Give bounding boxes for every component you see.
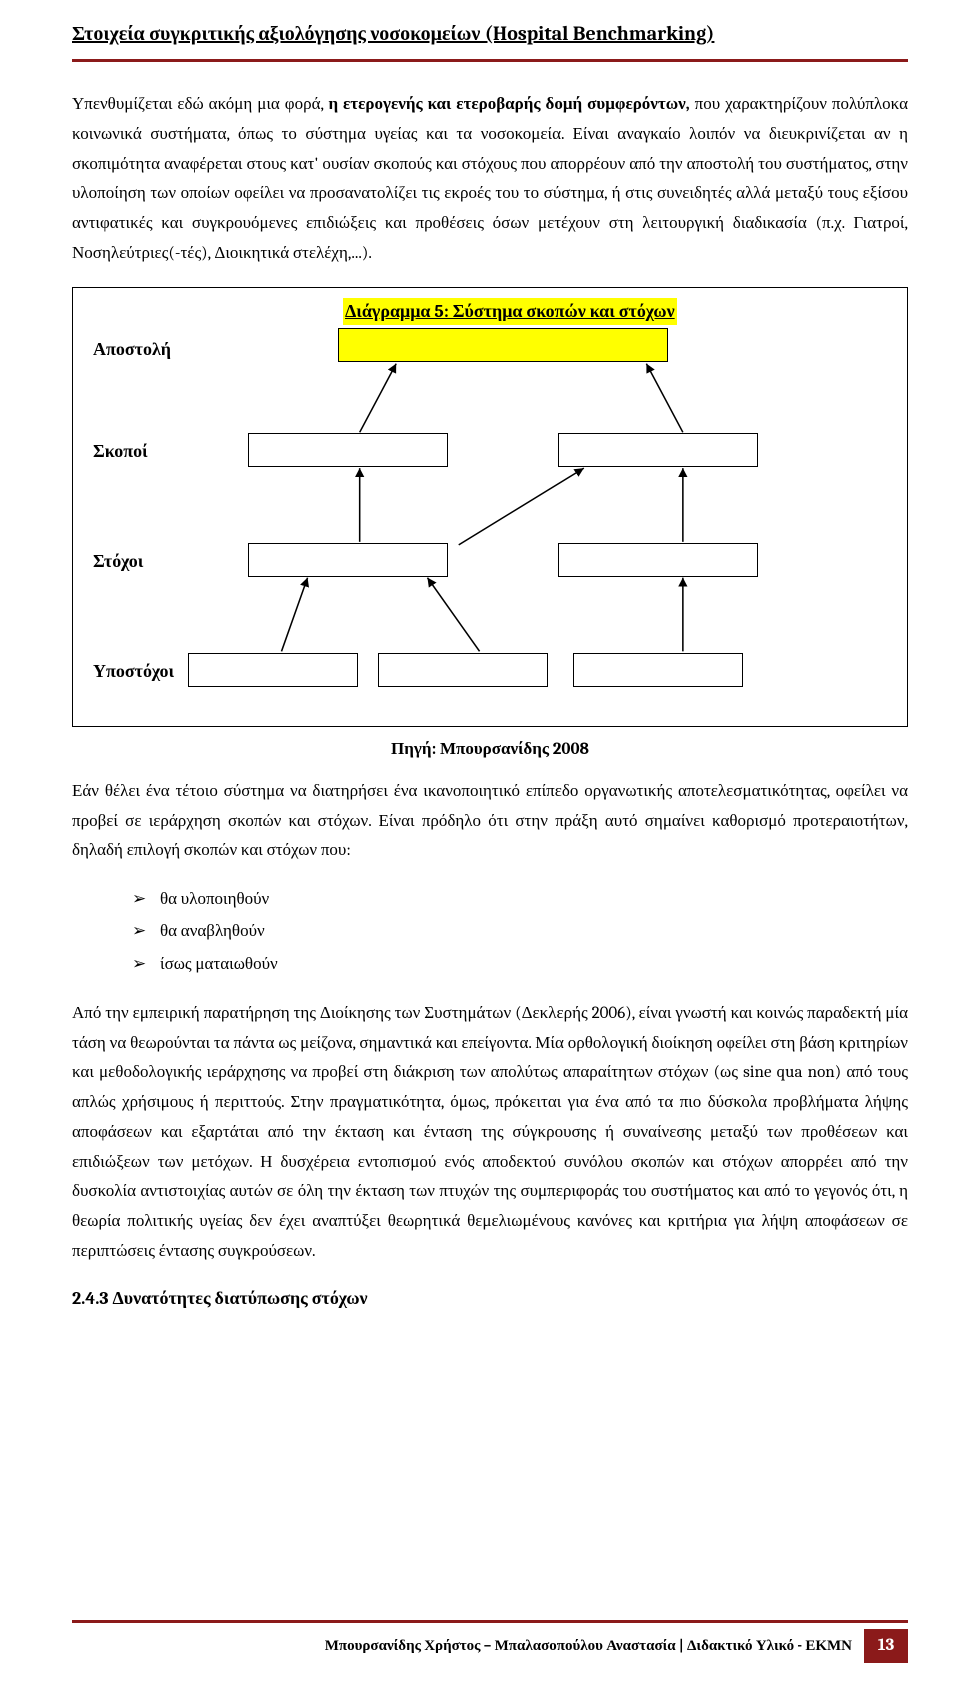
bullet-1: θα υλοποιηθούν [132, 884, 908, 916]
bullet-2: θα αναβληθούν [132, 916, 908, 948]
para1-bold: η ετερογενής και ετεροβαρής δομή συμφερό… [328, 95, 689, 114]
node-top [338, 328, 668, 362]
node-s1 [248, 433, 448, 467]
node-u1 [188, 653, 358, 687]
node-u3 [573, 653, 743, 687]
diagram-source: Πηγή: Μπουρσανίδης 2008 [72, 737, 908, 763]
label-ypostoxoi: Υποστόχοι [93, 658, 174, 686]
bullet-list: θα υλοποιηθούν θα αναβληθούν ίσως ματαιω… [72, 884, 908, 981]
label-apostoli: Αποστολή [93, 336, 171, 364]
bullet-3: ίσως ματαιωθούν [132, 949, 908, 981]
paragraph-intro: Υπενθυμίζεται εδώ ακόμη μια φορά, η ετερ… [72, 90, 908, 269]
page-number: 13 [864, 1629, 908, 1663]
label-stoxoi: Στόχοι [93, 548, 143, 576]
node-t2 [558, 543, 758, 577]
page-footer: Μπουρσανίδης Χρήστος – Μπαλασοπούλου Ανα… [72, 1620, 908, 1663]
node-t1 [248, 543, 448, 577]
subheading-243: 2.4.3 Δυνατότητες διατύπωσης στόχων [72, 1285, 908, 1313]
diagram-title: Διάγραμμα 5: Σύστημα σκοπών και στόχων [343, 298, 677, 326]
page-header: Στοιχεία συγκριτικής αξιολόγησης νοσοκομ… [72, 18, 908, 62]
label-skopoi: Σκοποί [93, 438, 148, 466]
node-u2 [378, 653, 548, 687]
diagram-5: Διάγραμμα 5: Σύστημα σκοπών και στόχων Α… [72, 287, 908, 727]
para1-post: που χαρακτηρίζουν πολύπλοκα κοινωνικά συ… [72, 95, 908, 263]
para1-pre: Υπενθυμίζεται εδώ ακόμη μια φορά, [72, 95, 328, 114]
footer-text: Μπουρσανίδης Χρήστος – Μπαλασοπούλου Ανα… [72, 1634, 864, 1657]
paragraph-3: Από την εμπειρική παρατήρηση της Διοίκησ… [72, 999, 908, 1267]
node-s2 [558, 433, 758, 467]
paragraph-2: Εάν θέλει ένα τέτοιο σύστημα να διατηρήσ… [72, 777, 908, 866]
